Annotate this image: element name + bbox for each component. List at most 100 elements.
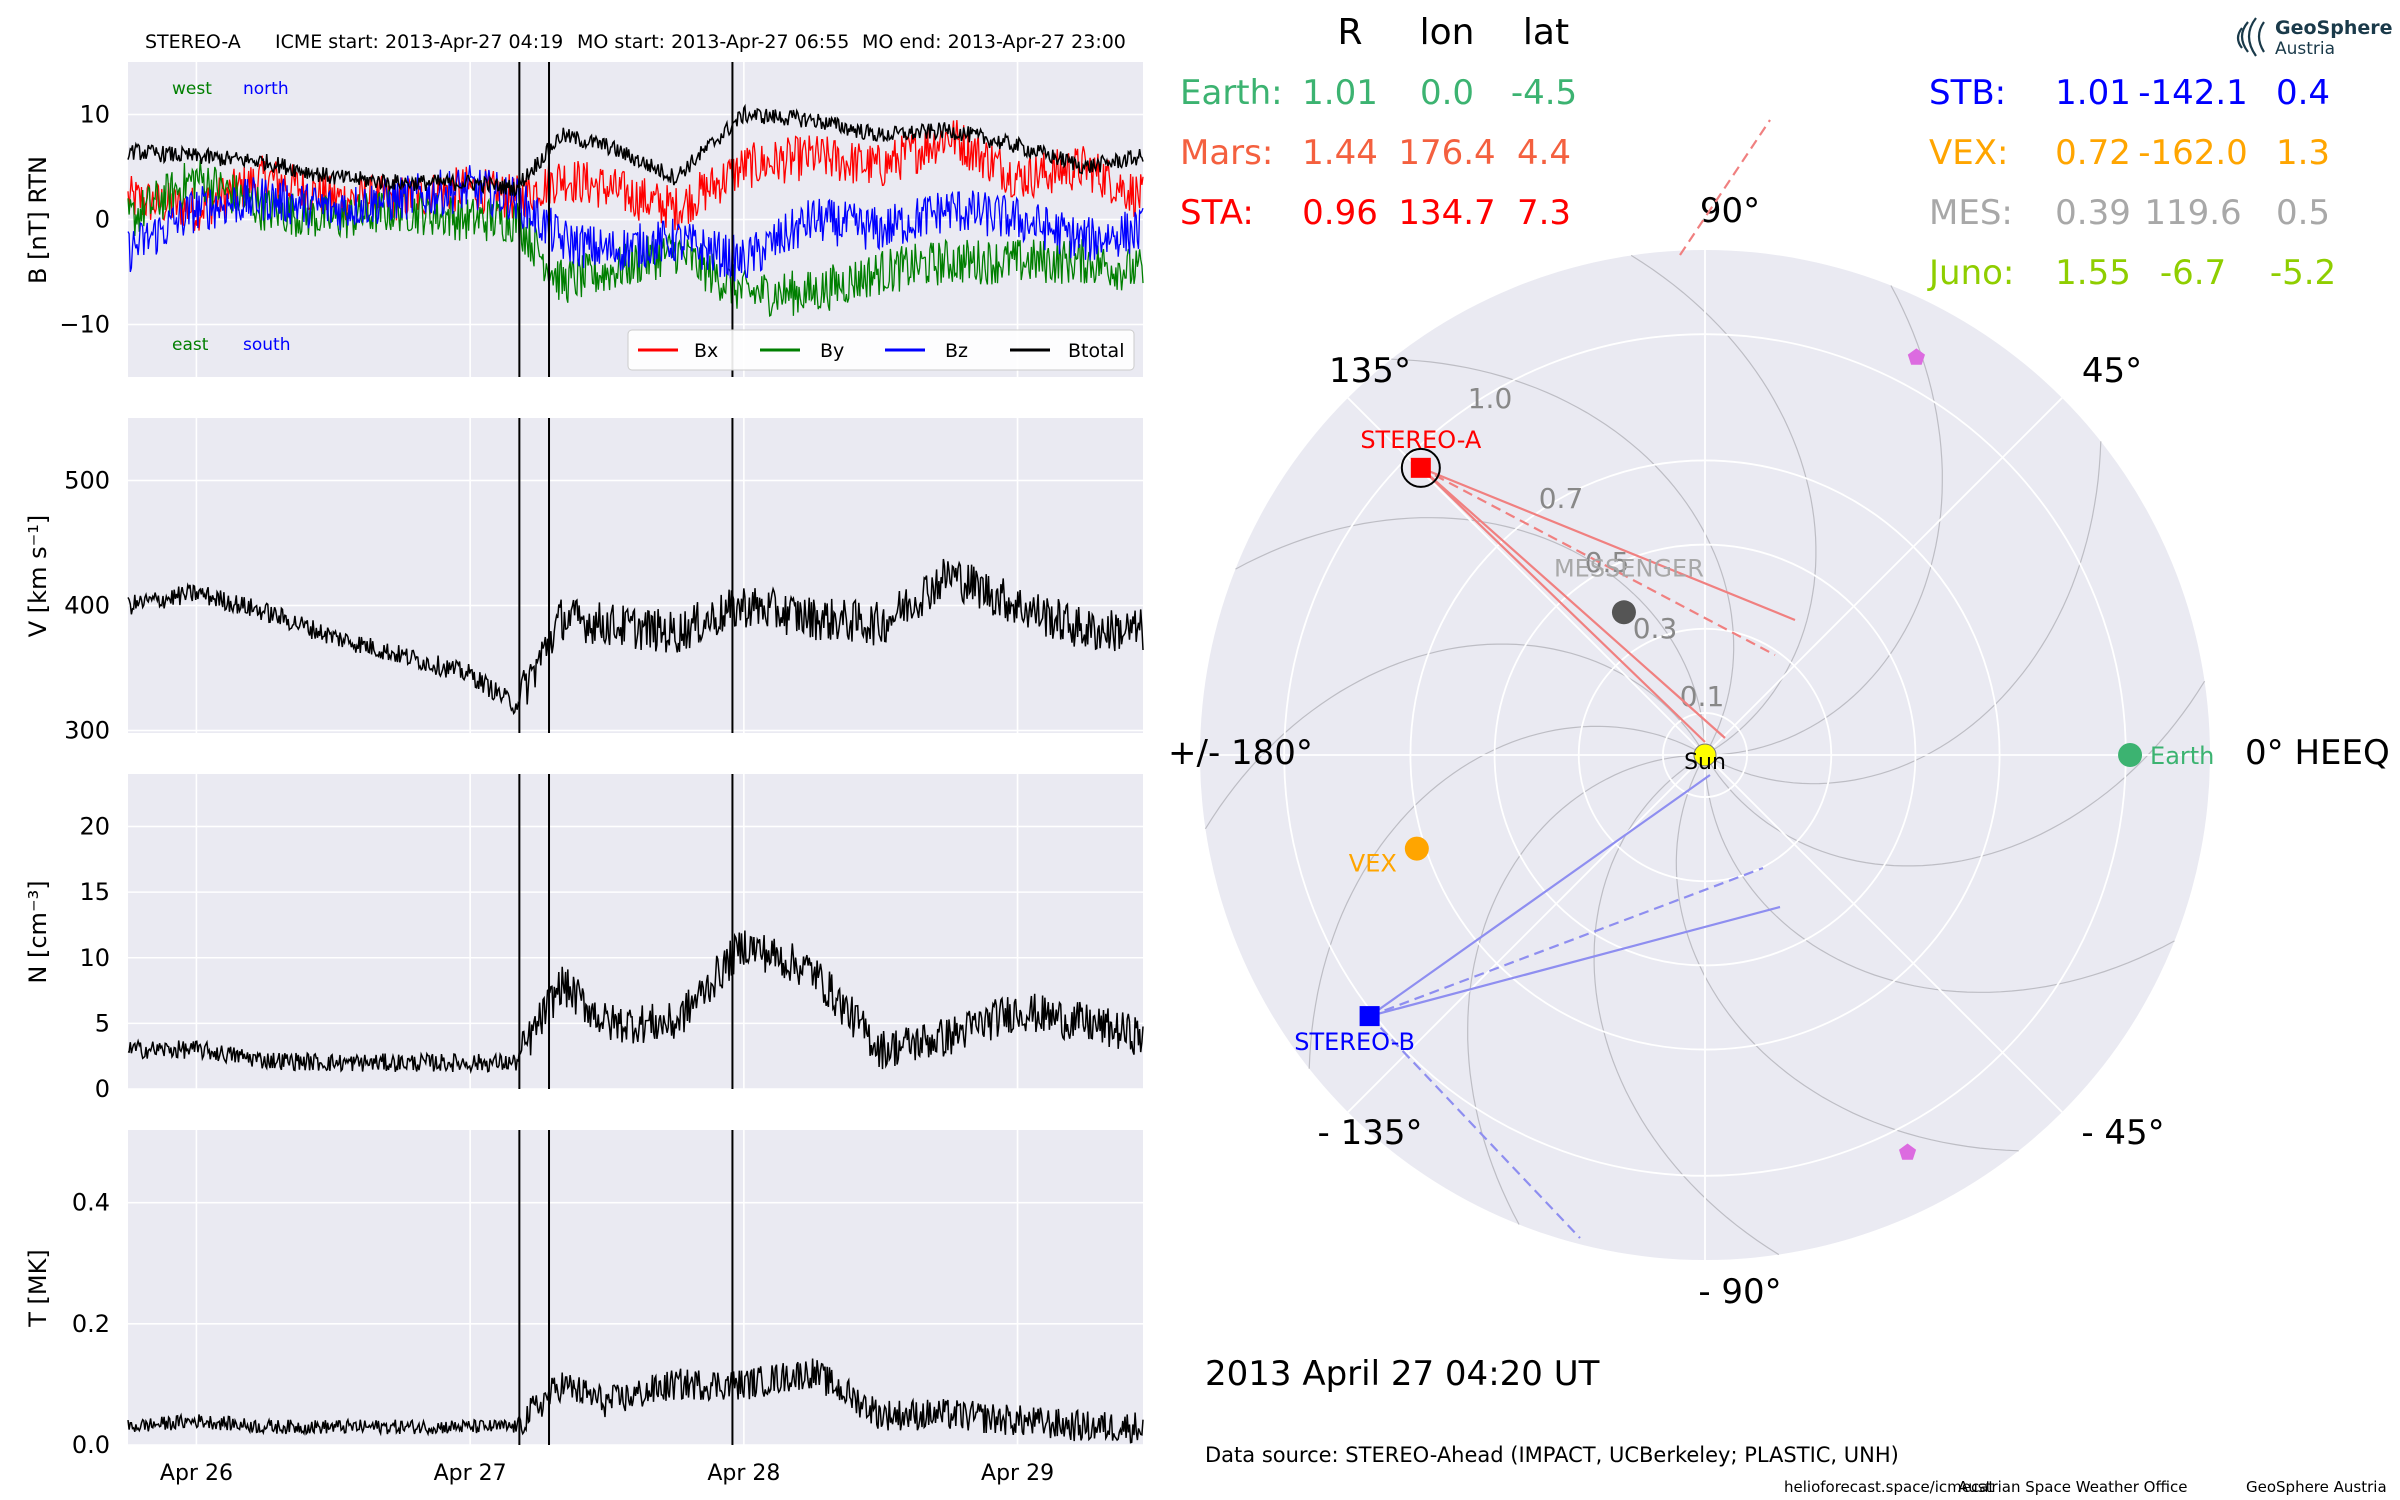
angle-tick-label: - 90°	[1698, 1272, 1781, 1312]
series-line-btotal	[127, 103, 1144, 198]
earth-marker	[2118, 743, 2143, 767]
table-row-lon: -162.0	[2138, 133, 2248, 173]
legend-label-bx: Bx	[694, 340, 718, 362]
table-row-lat: 1.3	[2276, 133, 2330, 173]
y-tick-label: 20	[79, 813, 110, 841]
angle-tick-label: - 135°	[1318, 1113, 1423, 1153]
header-spacecraft: STEREO-A	[145, 31, 241, 53]
y-tick-label: −10	[59, 311, 110, 339]
table-row-name: VEX:	[1929, 133, 2009, 173]
t-ylabel: T [MK]	[24, 1249, 52, 1327]
pentagon-marker	[1907, 348, 1925, 365]
geosphere-logo: GeoSphere Austria	[2236, 17, 2393, 59]
header-mo-start: MO start: 2013-Apr-27 06:55	[577, 31, 849, 53]
sta-fov-line	[1420, 466, 1796, 622]
angle-tick-label: 45°	[2082, 351, 2142, 391]
datetime: 2013 April 27 04:20 UT	[1205, 1354, 1600, 1394]
radial-tick-label: 1.0	[1468, 382, 1513, 415]
header-icme-start: ICME start: 2013-Apr-27 04:19	[275, 31, 563, 53]
series-line-panel-1	[127, 558, 1144, 716]
x-tick-label: Apr 26	[160, 1461, 233, 1486]
data-source: Data source: STEREO-Ahead (IMPACT, UCBer…	[1205, 1443, 1899, 1467]
sta-ring	[1400, 447, 1441, 488]
table-row-r: 0.72	[2055, 133, 2131, 173]
y-tick-label: 0.2	[72, 1310, 110, 1338]
n-panel-bg	[128, 774, 1143, 1089]
sun-marker	[1693, 743, 1717, 767]
stb-fov-line	[1368, 1015, 1581, 1239]
annotation-south: south	[243, 335, 290, 355]
table-row-lat: 4.4	[1517, 133, 1571, 173]
y-tick-labels: −10 0 10 300 400 500 0 5 10 15 20 0.0 0.2 0.4	[59, 101, 110, 1460]
sta-fov-line	[1420, 467, 1726, 739]
table-row-lon: 0.0	[1420, 73, 1474, 113]
radial-tick-label: 0.3	[1633, 612, 1678, 645]
annotation-east: east	[172, 335, 209, 355]
angle-tick-label: - 45°	[2081, 1113, 2164, 1153]
table-right: STB: 1.01 -142.1 0.4 VEX: 0.72 -162.0 1.3 MES: 0.…	[1927, 73, 2336, 293]
t-panel-bg	[128, 1130, 1143, 1445]
n-ylabel: N [cm⁻³]	[24, 880, 52, 983]
footer-url: helioforecast.space/icmecat	[1784, 1478, 1994, 1496]
table-row-name: STB:	[1929, 73, 2006, 113]
x-tick-label: Apr 28	[707, 1461, 780, 1486]
table-row-r: 1.44	[1302, 133, 1378, 173]
table-row-r: 0.39	[2055, 193, 2131, 233]
legend-box	[627, 329, 1135, 371]
x-tick-label: Apr 29	[981, 1461, 1054, 1486]
angle-gridline	[1704, 754, 2063, 1113]
table-row-lon: -6.7	[2160, 253, 2226, 293]
event-lines	[518, 62, 734, 1445]
table-row-lon: -142.1	[2138, 73, 2248, 113]
table-left: Earth: 1.01 0.0 -4.5 Mars: 1.44 176.4 4.4 STA: 0.…	[1180, 73, 1577, 233]
sta-label: STEREO-A	[1360, 426, 1482, 454]
table-row-r: 1.01	[1302, 73, 1378, 113]
table-row-lat: -5.2	[2270, 253, 2336, 293]
radial-tick-label: 0.7	[1539, 482, 1584, 515]
table-row-lat: 0.5	[2276, 193, 2330, 233]
table-row-r: 1.01	[2055, 73, 2131, 113]
table-row-name: MES:	[1929, 193, 2013, 233]
angle-gridline	[1704, 397, 2063, 756]
table-row-lon: 134.7	[1398, 193, 1495, 233]
logo-line2: Austria	[2275, 39, 2335, 59]
messenger-label: MESSENGER	[1554, 554, 1704, 582]
v-ylabel: V [km s⁻¹]	[24, 515, 52, 637]
header-mo-end: MO end: 2013-Apr-27 23:00	[862, 31, 1126, 53]
stb-label: STEREO-B	[1294, 1028, 1415, 1056]
series-line-bz	[127, 165, 1144, 282]
b-ylabel: B [nT] RTN	[24, 156, 52, 284]
table-col-lat: lat	[1523, 12, 1569, 53]
pentagon-marker	[1899, 1143, 1917, 1160]
y-tick-label: 10	[79, 944, 110, 972]
y-tick-label: 500	[64, 467, 110, 495]
polar-plot: 1.00.70.50.30.190°45°0° HEEQ- 45°- 90°- …	[1168, 119, 2390, 1312]
vex-label: VEX	[1349, 850, 1397, 878]
y-tick-label: 10	[79, 101, 110, 129]
angle-gridline	[1347, 754, 1706, 1113]
panel-grids	[128, 62, 1143, 1446]
b-legend: Bx By Bz Btotal	[627, 329, 1135, 371]
stb-fov-line	[1369, 905, 1781, 1018]
series-line-bx	[127, 120, 1144, 231]
angle-tick-label: +/- 180°	[1168, 733, 1313, 773]
footer-office: Austrian Space Weather Office	[1958, 1478, 2187, 1496]
vex-marker	[1404, 836, 1429, 861]
y-tick-label: 400	[64, 592, 110, 620]
y-tick-label: 0	[95, 1075, 110, 1103]
x-tick-labels: Apr 26 Apr 27 Apr 28 Apr 29	[160, 1461, 1054, 1486]
legend-label-btotal: Btotal	[1068, 340, 1124, 362]
angle-gridline	[1347, 397, 1706, 756]
table-row-lon: 119.6	[2144, 193, 2241, 233]
radial-tick-label: 0.1	[1680, 680, 1725, 713]
legend-label-bz: Bz	[945, 340, 968, 362]
table-col-lon: lon	[1420, 12, 1475, 53]
table-row-lon: 176.4	[1398, 133, 1495, 173]
annotation-west: west	[172, 79, 212, 99]
logo-mark-icon	[2236, 17, 2265, 57]
table-row-name: STA:	[1180, 193, 1254, 233]
table-row-name: Earth:	[1180, 73, 1283, 113]
table-row-lat: 7.3	[1517, 193, 1571, 233]
y-tick-label: 15	[79, 878, 110, 906]
table-row-r: 0.96	[1302, 193, 1378, 233]
